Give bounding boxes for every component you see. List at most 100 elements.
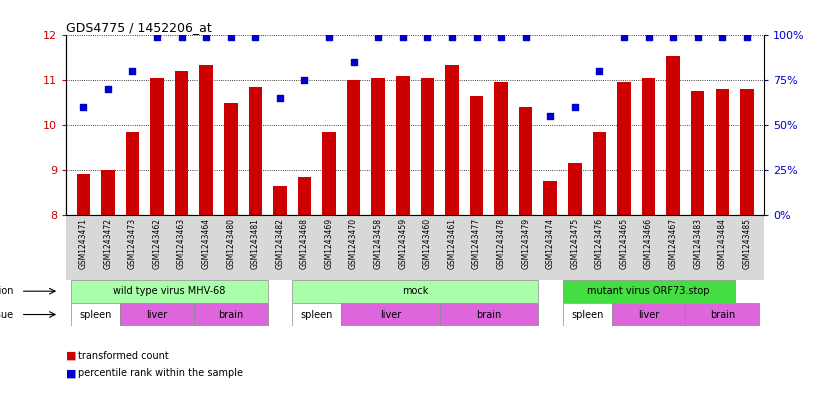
- Text: spleen: spleen: [301, 310, 333, 320]
- Point: [102, 86, 115, 92]
- Text: GSM1243460: GSM1243460: [423, 218, 432, 269]
- Text: spleen: spleen: [79, 310, 112, 320]
- Point: [495, 34, 508, 40]
- Point: [740, 34, 753, 40]
- Bar: [396, 76, 410, 215]
- Point: [593, 68, 606, 74]
- Text: GSM1243476: GSM1243476: [595, 218, 604, 269]
- Point: [445, 34, 458, 40]
- Text: GSM1243463: GSM1243463: [177, 218, 186, 269]
- Text: GSM1243475: GSM1243475: [570, 218, 579, 269]
- Text: GSM1243468: GSM1243468: [300, 218, 309, 269]
- Bar: [544, 181, 557, 215]
- Bar: [642, 78, 655, 215]
- Text: brain: brain: [476, 310, 501, 320]
- Text: GSM1243471: GSM1243471: [78, 218, 88, 269]
- Text: transformed count: transformed count: [78, 351, 169, 361]
- Text: GSM1243483: GSM1243483: [693, 218, 702, 269]
- Point: [396, 34, 410, 40]
- Point: [568, 104, 582, 110]
- Text: liver: liver: [380, 310, 401, 320]
- Bar: [667, 55, 680, 215]
- Point: [200, 34, 213, 40]
- Text: wild type virus MHV-68: wild type virus MHV-68: [113, 286, 225, 296]
- Bar: [617, 83, 631, 215]
- Text: GSM1243465: GSM1243465: [620, 218, 629, 269]
- Bar: [470, 96, 483, 215]
- Text: GSM1243464: GSM1243464: [202, 218, 211, 269]
- Text: GSM1243466: GSM1243466: [644, 218, 653, 269]
- Point: [77, 104, 90, 110]
- Bar: [341, 303, 439, 326]
- Bar: [194, 303, 268, 326]
- Point: [322, 34, 335, 40]
- Point: [544, 113, 557, 119]
- Bar: [439, 303, 538, 326]
- Bar: [519, 107, 533, 215]
- Text: GSM1243462: GSM1243462: [153, 218, 162, 269]
- Point: [347, 59, 360, 66]
- Point: [175, 34, 188, 40]
- Bar: [347, 80, 360, 215]
- Text: GSM1243461: GSM1243461: [448, 218, 457, 269]
- Text: mock: mock: [402, 286, 428, 296]
- Bar: [71, 303, 120, 326]
- Text: tissue: tissue: [0, 310, 14, 320]
- Bar: [563, 279, 734, 303]
- Text: GSM1243473: GSM1243473: [128, 218, 137, 269]
- Text: GSM1243458: GSM1243458: [373, 218, 382, 269]
- Text: GSM1243459: GSM1243459: [398, 218, 407, 269]
- Point: [126, 68, 139, 74]
- Text: brain: brain: [710, 310, 735, 320]
- Text: GDS4775 / 1452206_at: GDS4775 / 1452206_at: [66, 21, 211, 34]
- Text: GSM1243478: GSM1243478: [496, 218, 506, 269]
- Bar: [292, 303, 341, 326]
- Text: GSM1243474: GSM1243474: [546, 218, 555, 269]
- Bar: [77, 174, 90, 215]
- Text: GSM1243482: GSM1243482: [275, 218, 284, 269]
- Text: GSM1243470: GSM1243470: [349, 218, 358, 269]
- Text: mutant virus ORF73.stop: mutant virus ORF73.stop: [587, 286, 710, 296]
- Text: GSM1243481: GSM1243481: [251, 218, 260, 269]
- Bar: [273, 186, 287, 215]
- Bar: [126, 132, 140, 215]
- Text: percentile rank within the sample: percentile rank within the sample: [78, 368, 244, 378]
- Point: [224, 34, 237, 40]
- Text: GSM1243472: GSM1243472: [103, 218, 112, 269]
- Bar: [372, 78, 385, 215]
- Text: GSM1243479: GSM1243479: [521, 218, 530, 269]
- Point: [667, 34, 680, 40]
- Bar: [292, 279, 538, 303]
- Bar: [322, 132, 336, 215]
- Text: GSM1243469: GSM1243469: [325, 218, 334, 269]
- Point: [691, 34, 705, 40]
- Point: [642, 34, 655, 40]
- Bar: [101, 170, 115, 215]
- Bar: [297, 177, 311, 215]
- Bar: [445, 64, 458, 215]
- Text: GSM1243480: GSM1243480: [226, 218, 235, 269]
- Bar: [175, 71, 188, 215]
- Text: ■: ■: [66, 351, 77, 361]
- Text: ■: ■: [66, 368, 77, 378]
- Point: [519, 34, 532, 40]
- Bar: [563, 303, 612, 326]
- Text: GSM1243477: GSM1243477: [472, 218, 481, 269]
- Bar: [612, 303, 686, 326]
- Point: [715, 34, 729, 40]
- Bar: [686, 303, 759, 326]
- Point: [420, 34, 434, 40]
- Point: [249, 34, 262, 40]
- Bar: [568, 163, 582, 215]
- Bar: [420, 78, 434, 215]
- Bar: [150, 78, 164, 215]
- Bar: [494, 83, 508, 215]
- Text: infection: infection: [0, 286, 14, 296]
- Bar: [199, 64, 213, 215]
- Text: liver: liver: [146, 310, 168, 320]
- Text: spleen: spleen: [571, 310, 603, 320]
- Bar: [592, 132, 606, 215]
- Text: liver: liver: [638, 310, 659, 320]
- Point: [273, 95, 287, 101]
- Point: [372, 34, 385, 40]
